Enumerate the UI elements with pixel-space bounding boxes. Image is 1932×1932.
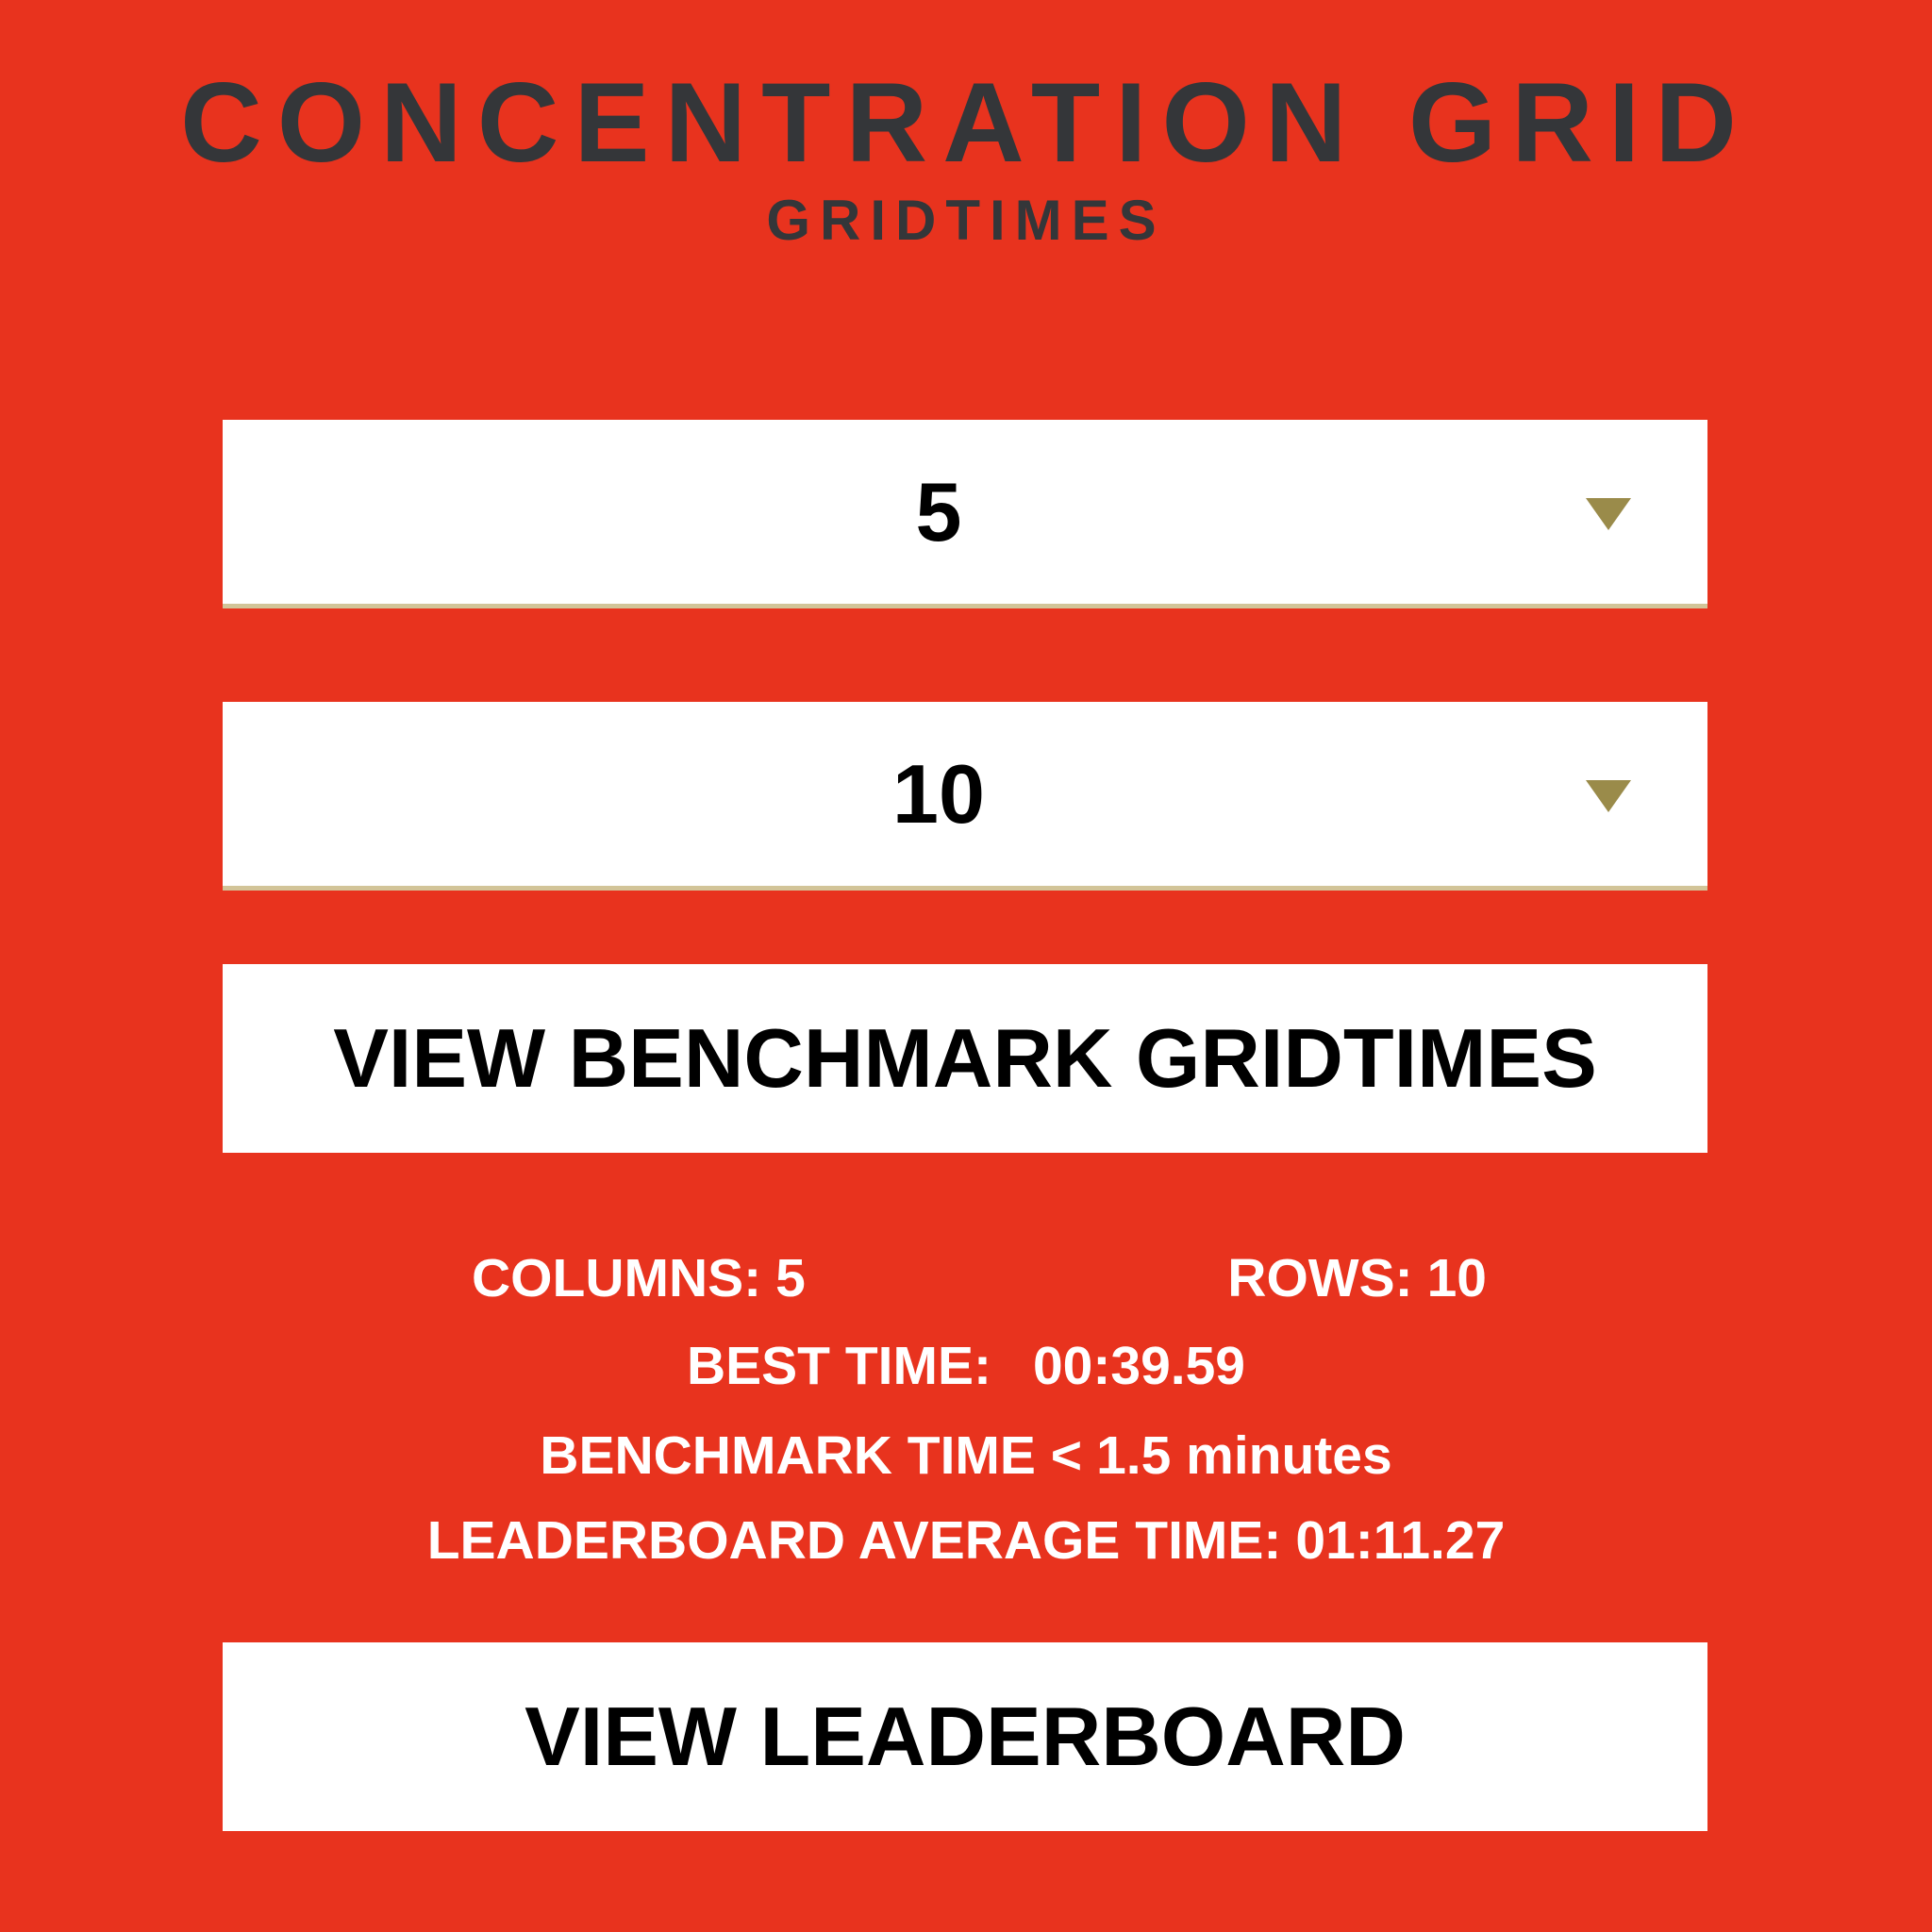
grid-dimensions-stat: COLUMNS: 5 ROWS: 10 bbox=[472, 1246, 1487, 1310]
rows-stat: ROWS: 10 bbox=[1227, 1246, 1487, 1310]
dropdown-caret-icon bbox=[1586, 779, 1631, 812]
leaderboard-average-value: 01:11.27 bbox=[1295, 1510, 1506, 1571]
rows-select-value: 10 bbox=[892, 746, 985, 841]
leaderboard-average-label: LEADERBOARD AVERAGE TIME: bbox=[426, 1510, 1282, 1571]
view-leaderboard-button[interactable]: VIEW LEADERBOARD bbox=[223, 1642, 1707, 1831]
leaderboard-average-stat: LEADERBOARD AVERAGE TIME: 01:11.27 bbox=[0, 1508, 1932, 1573]
columns-stat-value: 5 bbox=[775, 1248, 806, 1308]
view-benchmark-gridtimes-button[interactable]: VIEW BENCHMARK GRIDTIMES bbox=[223, 964, 1707, 1153]
columns-select-value: 5 bbox=[915, 464, 962, 558]
best-time-label: BEST TIME: bbox=[686, 1336, 991, 1396]
benchmark-time-stat: BENCHMARK TIME < 1.5 minutes bbox=[0, 1424, 1932, 1488]
benchmark-time-label: BENCHMARK TIME < bbox=[540, 1425, 1083, 1486]
rows-stat-label: ROWS: bbox=[1227, 1248, 1413, 1308]
columns-select[interactable]: 5 bbox=[223, 420, 1707, 608]
dropdown-caret-icon bbox=[1586, 497, 1631, 530]
columns-stat: COLUMNS: 5 bbox=[472, 1246, 806, 1310]
page-subtitle: GRIDTIMES bbox=[766, 189, 1166, 252]
columns-stat-label: COLUMNS: bbox=[472, 1248, 762, 1308]
rows-select[interactable]: 10 bbox=[223, 702, 1707, 891]
rows-stat-value: 10 bbox=[1426, 1248, 1487, 1308]
benchmark-time-value: 1.5 minutes bbox=[1096, 1425, 1392, 1486]
best-time-stat: BEST TIME: 00:39.59 bbox=[0, 1334, 1932, 1398]
best-time-value: 00:39.59 bbox=[1032, 1336, 1246, 1396]
page-title: CONCENTRATION GRID bbox=[180, 59, 1752, 186]
